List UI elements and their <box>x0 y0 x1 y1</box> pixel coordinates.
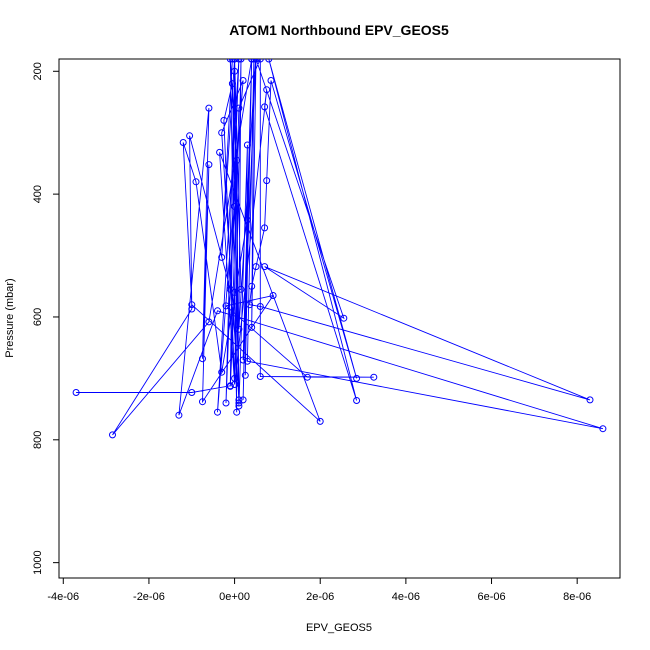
data-point <box>214 307 221 315</box>
data-point <box>239 356 247 364</box>
data-point <box>261 224 269 232</box>
data-point <box>233 408 241 416</box>
data-point <box>248 282 256 290</box>
data-point <box>250 59 258 63</box>
data-point <box>267 77 275 84</box>
data-point <box>231 67 239 75</box>
data-point <box>222 399 230 407</box>
data-point <box>256 59 264 63</box>
data-point <box>263 177 271 185</box>
data-point <box>246 301 254 309</box>
data-point <box>248 59 256 63</box>
data-point <box>235 104 243 112</box>
data-point <box>233 156 241 164</box>
data-point <box>231 59 239 63</box>
data-point <box>599 425 607 433</box>
data-point <box>239 77 247 84</box>
data-point <box>241 371 249 379</box>
data-point <box>243 357 251 365</box>
x-axis-label: EPV_GEOS5 <box>306 622 372 634</box>
data-point <box>226 59 234 63</box>
x-tick-label: -4e-06 <box>47 591 79 603</box>
x-tick-label: 6e-06 <box>477 591 505 603</box>
x-tick-label: 4e-06 <box>392 591 420 603</box>
data-point <box>239 396 247 404</box>
data-point <box>256 303 264 310</box>
data-point <box>228 80 236 88</box>
data-point <box>226 382 234 390</box>
y-tick-label: 600 <box>32 308 44 326</box>
data-point <box>175 411 183 419</box>
series-line <box>76 59 604 436</box>
data-point <box>205 161 213 169</box>
data-point <box>109 431 116 439</box>
data-point <box>179 139 187 146</box>
y-tick-label: 1000 <box>32 550 44 574</box>
data-point <box>218 253 226 261</box>
data-point <box>303 373 311 381</box>
chart-title: ATOM1 Northbound EPV_GEOS5 <box>229 22 449 38</box>
y-axis: 200 400 600 800 1000 <box>32 62 60 575</box>
data-point <box>235 402 243 410</box>
data-point <box>243 216 251 224</box>
data-point <box>243 141 251 149</box>
data-point <box>188 305 196 313</box>
data-point <box>340 314 348 322</box>
data-point <box>222 302 230 310</box>
data-point <box>353 374 361 382</box>
data-point <box>188 301 196 309</box>
data-point <box>220 116 228 124</box>
y-tick-label: 800 <box>32 431 44 449</box>
data-point <box>228 59 236 63</box>
x-tick-label: 0e+00 <box>219 591 250 603</box>
x-tick-label: -2e-06 <box>133 591 165 603</box>
data-point <box>256 373 264 380</box>
data-point <box>237 59 245 63</box>
data-point <box>231 202 239 210</box>
data-point <box>214 408 221 416</box>
data-point <box>72 389 80 396</box>
data-point <box>235 325 243 333</box>
data-point <box>316 417 324 425</box>
series-layer <box>72 50 607 439</box>
data-point <box>237 285 245 293</box>
data-point <box>252 59 260 63</box>
data-point <box>265 59 273 63</box>
data-point <box>252 263 260 271</box>
data-point <box>253 50 259 56</box>
x-tick-label: 2e-06 <box>306 591 334 603</box>
data-point <box>218 129 226 137</box>
data-point <box>199 398 206 406</box>
data-point <box>199 355 206 363</box>
y-axis-label: Pressure (mbar) <box>4 278 16 357</box>
data-point <box>235 59 243 63</box>
data-point <box>218 368 226 376</box>
data-point <box>186 132 194 140</box>
data-point <box>192 178 200 186</box>
data-point <box>231 288 239 296</box>
x-tick-label: 8e-06 <box>563 591 591 603</box>
data-point <box>586 396 594 404</box>
data-point <box>263 86 271 94</box>
y-tick-label: 200 <box>32 62 44 80</box>
data-point <box>231 381 239 388</box>
data-point <box>205 318 213 326</box>
data-point <box>248 323 256 331</box>
data-point <box>205 104 213 112</box>
data-point <box>370 373 378 381</box>
data-point <box>216 148 224 156</box>
y-tick-label: 400 <box>32 185 44 203</box>
data-point <box>188 389 196 396</box>
data-point <box>353 397 361 404</box>
x-axis: -4e-06 -2e-06 0e+00 2e-06 4e-06 6e-06 8e-06 <box>47 577 591 603</box>
data-point <box>261 103 269 111</box>
data-point <box>261 263 269 271</box>
data-point <box>269 292 277 299</box>
